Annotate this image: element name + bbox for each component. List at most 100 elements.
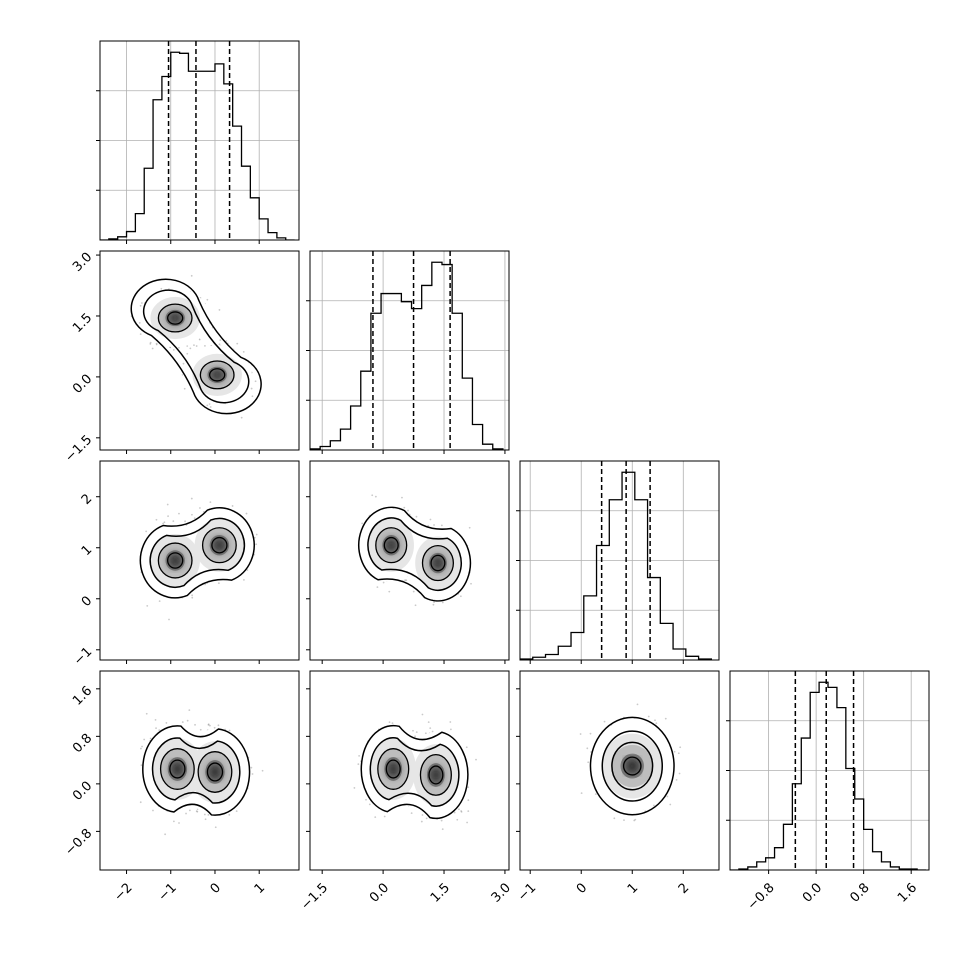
scatter-point <box>255 543 258 546</box>
contour-line-inner <box>211 536 228 554</box>
scatter-point <box>228 813 231 816</box>
scatter-point <box>155 343 158 346</box>
contour-line <box>157 303 193 333</box>
scatter-point <box>219 339 222 342</box>
scatter-point <box>214 826 217 829</box>
scatter-point <box>183 387 186 390</box>
scatter-point <box>433 524 435 526</box>
scatter-point <box>204 818 207 821</box>
scatter-point <box>186 352 189 355</box>
scatter-point <box>218 343 221 346</box>
contour-line <box>367 517 462 591</box>
density <box>139 497 258 621</box>
hist-grid <box>730 671 929 870</box>
contour-line <box>375 527 408 564</box>
core-fill <box>385 538 397 552</box>
scatter-point <box>209 406 212 408</box>
scatter-point <box>139 304 142 307</box>
scatter-point <box>140 302 143 304</box>
scatter-point <box>231 505 234 507</box>
scatter-point <box>178 822 180 824</box>
scatter-point <box>441 601 444 604</box>
scatter-point <box>158 600 161 603</box>
scatter-point <box>376 586 379 588</box>
scatter-point <box>429 518 432 521</box>
scatter-point <box>208 403 211 405</box>
contour-line <box>157 542 193 579</box>
scatter-point <box>374 495 377 498</box>
density <box>358 494 472 607</box>
scatter-point <box>371 494 374 497</box>
core-fill <box>168 312 182 324</box>
scatter-point <box>246 569 249 571</box>
scatter-point <box>251 395 254 398</box>
scatter-point <box>155 727 157 730</box>
scatter-point <box>191 513 193 516</box>
density <box>130 274 262 419</box>
scatter-point <box>195 345 198 347</box>
scatter-point <box>165 722 168 724</box>
contour-lines <box>130 278 262 415</box>
core-fill <box>168 553 182 568</box>
scatter-point <box>167 515 169 518</box>
contour-line-inner <box>167 552 184 569</box>
scatter-point <box>388 590 391 593</box>
contour-lines <box>358 506 472 602</box>
scatter-point <box>206 404 209 407</box>
scatter-point <box>209 724 211 727</box>
contour-line <box>142 289 250 404</box>
scatter-point <box>203 813 206 816</box>
scatter-point <box>182 362 185 365</box>
hist-panel-1 <box>306 250 510 454</box>
contour-line <box>199 360 235 390</box>
scatter-point <box>243 578 245 581</box>
core-fill <box>432 556 444 570</box>
scatter-point <box>404 579 407 582</box>
scatter-point <box>172 820 175 823</box>
histogram-step <box>520 471 712 660</box>
histogram <box>520 461 712 660</box>
scatter-point <box>149 343 152 345</box>
hist-grid <box>520 461 719 660</box>
scatter-point <box>459 595 462 598</box>
contour-line <box>358 506 472 602</box>
contour-line <box>139 507 255 599</box>
scatter-point <box>470 582 472 585</box>
scatter-point <box>164 833 167 836</box>
scatter-point <box>149 341 152 344</box>
scatter-point <box>440 524 443 527</box>
scatter-point <box>163 521 166 524</box>
histogram <box>730 671 927 870</box>
contour-line <box>421 544 455 582</box>
scatter-point <box>186 345 189 347</box>
scatter-point <box>140 747 142 750</box>
scatter-point <box>168 618 170 621</box>
scatter-point <box>172 348 175 351</box>
scatter-point <box>403 506 406 509</box>
scatter-point <box>204 583 206 586</box>
scatter-point <box>199 507 201 509</box>
scatter-point <box>240 416 243 419</box>
scatter-point <box>188 809 191 812</box>
scatter-point <box>185 812 187 815</box>
density-core <box>168 538 226 568</box>
scatter-point <box>196 810 199 813</box>
scatter-point <box>209 501 212 503</box>
scatter-point <box>189 347 192 350</box>
scatter-point <box>146 605 149 607</box>
scatter-point <box>151 347 154 350</box>
scatter-point <box>235 810 238 813</box>
scatter-point <box>155 342 158 345</box>
scatter-point <box>160 287 163 290</box>
scatter-point <box>141 745 143 748</box>
hist-panel-2 <box>516 460 720 664</box>
scatter-point <box>432 603 435 606</box>
hist-panel-0 <box>96 40 300 244</box>
scatter-point <box>204 345 206 347</box>
scatter-point <box>158 729 161 732</box>
scatter-point <box>412 590 415 593</box>
scatter-point <box>405 579 408 582</box>
scatter-point <box>191 596 194 599</box>
scatter-point <box>225 340 228 342</box>
density-panel-2-1 <box>306 460 510 664</box>
